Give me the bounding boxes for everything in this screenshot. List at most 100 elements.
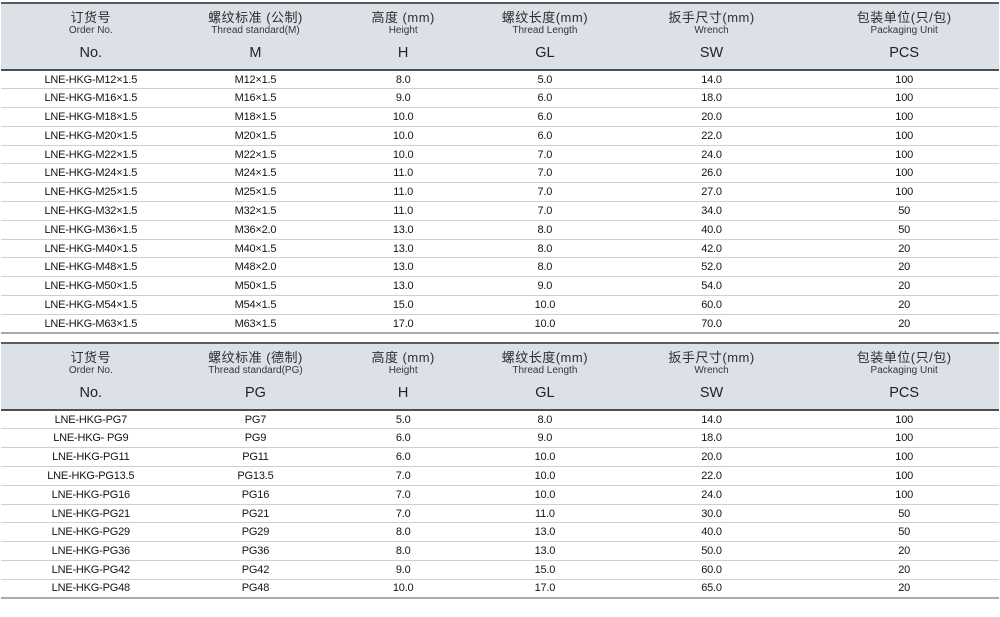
cell-wrench: 26.0 (613, 163, 810, 184)
table-row: LNE-HKG-M48×1.5 M48×2.0 13.0 8.0 52.0 20 (1, 257, 999, 278)
col-header-code: PCS (889, 385, 920, 402)
cell-thread-length: 8.0 (476, 220, 614, 240)
cell-height: 10.0 (330, 579, 477, 600)
cell-thread-standard: M50×1.5 (180, 276, 331, 297)
cell-wrench: 40.0 (613, 522, 810, 543)
col-header-en: Thread Length (512, 365, 578, 377)
cell-thread-standard: PG16 (180, 485, 331, 505)
cell-order-no: LNE-HKG-PG16 (1, 485, 181, 505)
col-header-thread-standard: 螺纹标准 (公制) Thread standard(M) M (180, 2, 331, 71)
col-header-en: Thread Length (512, 25, 578, 36)
col-header-thread-standard: 螺纹标准 (德制) Thread standard(PG) PG (180, 342, 331, 412)
cell-order-no: LNE-HKG- PG9 (1, 428, 181, 449)
col-header-code: H (397, 45, 409, 61)
cell-wrench: 70.0 (613, 314, 810, 335)
col-header-order-no: 订货号 Order No. No. (1, 2, 181, 71)
cell-thread-standard: M20×1.5 (180, 126, 331, 146)
cell-thread-length: 10.0 (476, 295, 614, 315)
cell-height: 10.0 (330, 145, 477, 165)
header-row: 订货号 Order No. No. 螺纹标准 (德制) Thread stand… (1, 342, 999, 412)
cell-wrench: 42.0 (613, 239, 810, 259)
cell-order-no: LNE-HKG-PG7 (1, 410, 181, 430)
cell-thread-standard: PG11 (180, 447, 331, 468)
cell-height: 7.0 (330, 466, 477, 486)
pg-table: 订货号 Order No. No. 螺纹标准 (德制) Thread stand… (1, 342, 999, 600)
cell-thread-length: 8.0 (476, 239, 614, 259)
cell-height: 13.0 (330, 220, 477, 240)
cell-thread-length: 5.0 (476, 70, 614, 90)
cell-height: 6.0 (330, 428, 477, 449)
metric-table-section: 订货号 Order No. No. 螺纹标准 (公制) Thread stand… (1, 2, 999, 335)
col-header-zh: 订货号 (70, 10, 112, 25)
table-row: LNE-HKG- PG9 PG9 6.0 9.0 18.0 100 (1, 428, 999, 449)
col-header-en: Order No. (68, 365, 113, 377)
col-header-thread-length: 螺纹长度(mm) Thread Length GL (476, 342, 614, 412)
cell-order-no: LNE-HKG-M48×1.5 (1, 257, 181, 278)
cell-thread-length: 10.0 (476, 447, 614, 468)
cell-height: 10.0 (330, 107, 477, 127)
cell-thread-standard: M54×1.5 (180, 295, 331, 315)
cell-packaging-unit: 100 (809, 88, 999, 109)
cell-thread-standard: PG29 (180, 522, 331, 543)
cell-thread-standard: M40×1.5 (180, 239, 331, 259)
cell-order-no: LNE-HKG-M20×1.5 (1, 126, 181, 146)
cell-wrench: 18.0 (613, 428, 810, 449)
cell-packaging-unit: 20 (809, 257, 999, 278)
col-header-packaging-unit: 包装单位(只/包) Packaging Unit PCS (809, 2, 999, 71)
cell-order-no: LNE-HKG-PG36 (1, 541, 181, 562)
col-header-en: Order No. (68, 25, 113, 36)
cell-thread-standard: M12×1.5 (180, 70, 331, 90)
cell-wrench: 34.0 (613, 201, 810, 221)
cell-wrench: 22.0 (613, 126, 810, 146)
cell-packaging-unit: 20 (809, 295, 999, 315)
cell-packaging-unit: 20 (809, 239, 999, 259)
col-header-zh: 订货号 (70, 350, 112, 366)
col-header-en: Thread standard(PG) (208, 365, 303, 377)
cell-thread-standard: PG13.5 (180, 466, 331, 486)
cell-thread-length: 13.0 (476, 522, 614, 543)
cell-wrench: 54.0 (613, 276, 810, 297)
col-header-zh: 扳手尺寸(mm) (668, 10, 755, 25)
cell-height: 11.0 (330, 182, 477, 203)
col-header-zh: 螺纹长度(mm) (501, 350, 589, 366)
col-header-zh: 包装单位(只/包) (856, 350, 952, 366)
col-header-code: PCS (889, 45, 920, 61)
cell-wrench: 30.0 (613, 504, 810, 524)
table-row: LNE-HKG-M25×1.5 M25×1.5 11.0 7.0 27.0 100 (1, 182, 999, 203)
cell-packaging-unit: 50 (809, 522, 999, 543)
cell-order-no: LNE-HKG-PG42 (1, 560, 181, 580)
cell-thread-length: 7.0 (476, 201, 614, 221)
cell-wrench: 24.0 (613, 485, 810, 505)
cell-thread-length: 6.0 (476, 88, 614, 109)
cell-thread-standard: PG48 (180, 579, 331, 600)
cell-thread-length: 7.0 (476, 182, 614, 203)
col-header-height: 高度 (mm) Height H (330, 342, 477, 412)
table-row: LNE-HKG-PG36 PG36 8.0 13.0 50.0 20 (1, 541, 999, 562)
table-row: LNE-HKG-M22×1.5 M22×1.5 10.0 7.0 24.0 100 (1, 145, 999, 165)
cell-order-no: LNE-HKG-M50×1.5 (1, 276, 181, 297)
pg-table-body: LNE-HKG-PG7 PG7 5.0 8.0 14.0 100 LNE-HKG- PG9 P… (1, 410, 999, 600)
col-header-wrench: 扳手尺寸(mm) Wrench SW (613, 2, 810, 71)
cell-height: 11.0 (330, 163, 477, 184)
col-header-zh: 螺纹长度(mm) (501, 10, 589, 25)
metric-table-header: 订货号 Order No. No. 螺纹标准 (公制) Thread stand… (1, 2, 999, 71)
cell-packaging-unit: 20 (809, 579, 999, 600)
cell-wrench: 14.0 (613, 70, 810, 90)
cell-wrench: 60.0 (613, 560, 810, 580)
table-row: LNE-HKG-M40×1.5 M40×1.5 13.0 8.0 42.0 20 (1, 239, 999, 259)
col-header-code: No. (79, 385, 103, 402)
col-header-code: GL (535, 45, 555, 61)
col-header-code: M (249, 45, 262, 61)
table-row: LNE-HKG-M18×1.5 M18×1.5 10.0 6.0 20.0 100 (1, 107, 999, 127)
metric-table-body: LNE-HKG-M12×1.5 M12×1.5 8.0 5.0 14.0 100 LNE-H… (1, 70, 999, 335)
cell-wrench: 65.0 (613, 579, 810, 600)
col-header-order-no: 订货号 Order No. No. (1, 342, 181, 412)
table-row: LNE-HKG-PG13.5 PG13.5 7.0 10.0 22.0 100 (1, 466, 999, 486)
col-header-code: SW (699, 45, 724, 61)
col-header-zh: 螺纹标准 (德制) (208, 350, 303, 366)
cell-packaging-unit: 20 (809, 276, 999, 297)
cell-packaging-unit: 100 (809, 145, 999, 165)
cell-height: 9.0 (330, 560, 477, 580)
cell-thread-standard: M63×1.5 (180, 314, 331, 335)
cell-order-no: LNE-HKG-PG48 (1, 579, 181, 600)
